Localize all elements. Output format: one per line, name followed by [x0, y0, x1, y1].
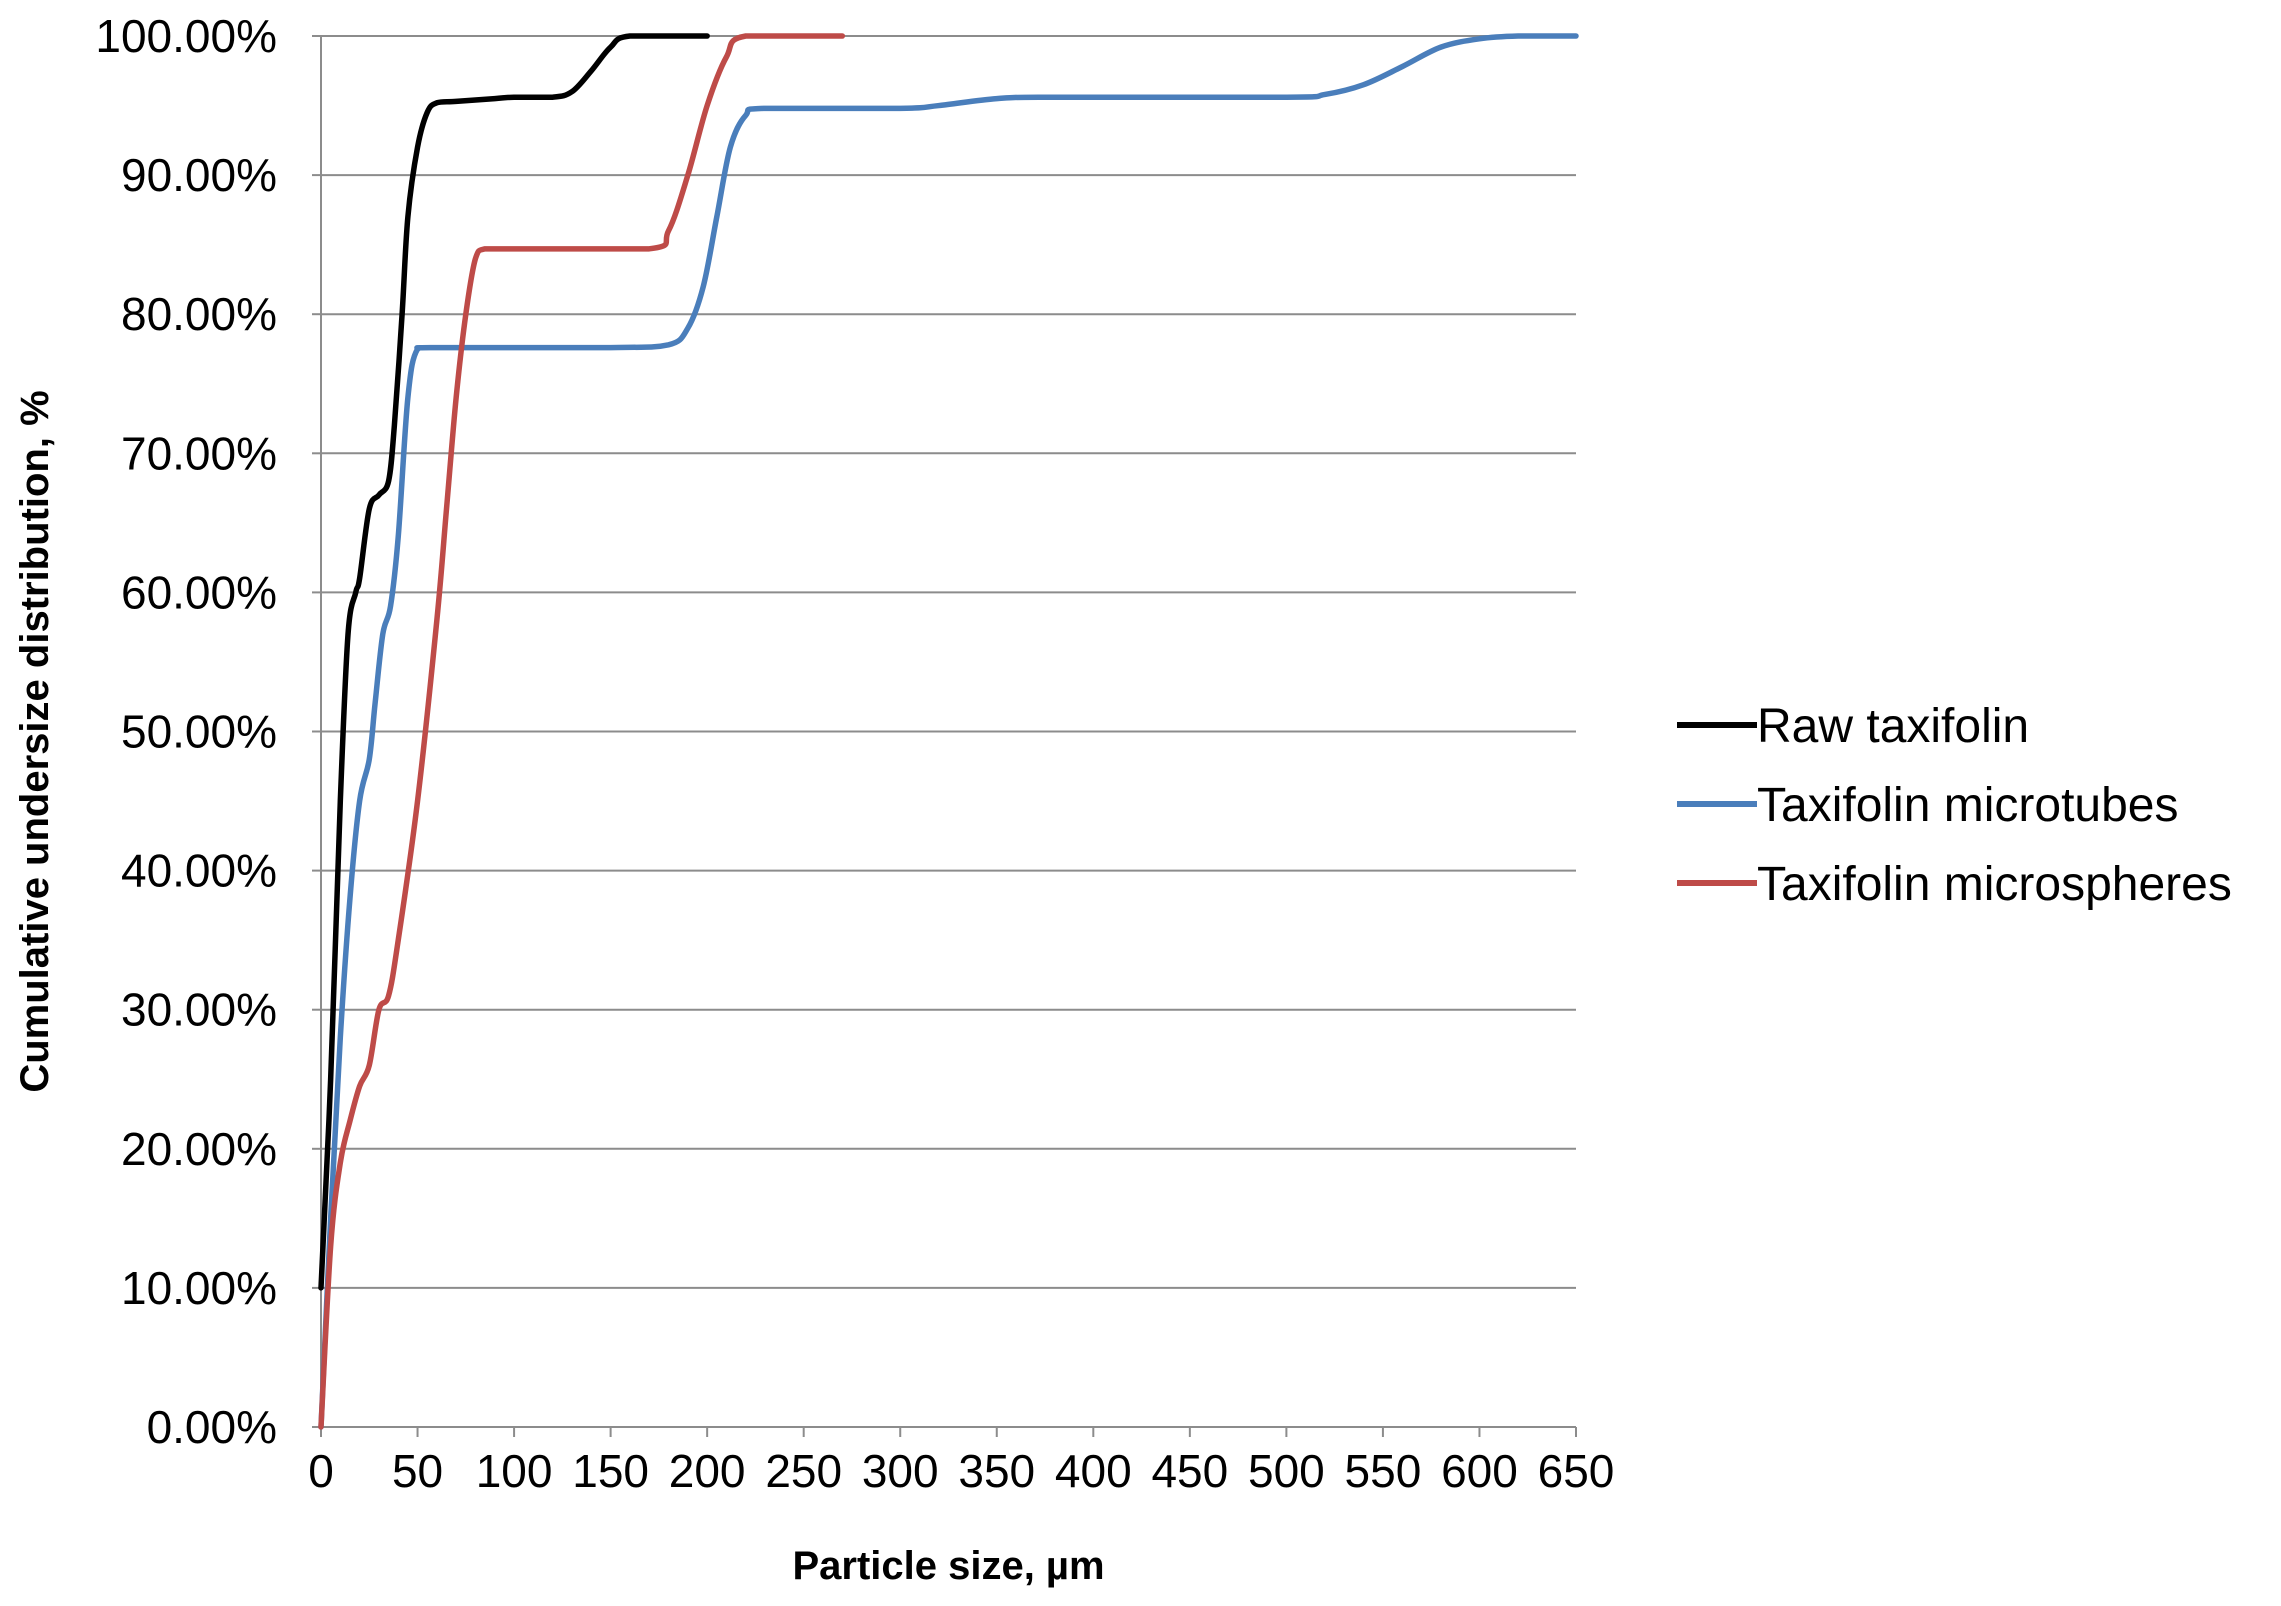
y-tick-label: 0.00%	[147, 1401, 277, 1453]
axes	[312, 35, 1577, 1437]
x-tick-label: 450	[1151, 1445, 1228, 1497]
legend-label: Taxifolin microspheres	[1757, 858, 2232, 911]
x-tick-label: 150	[572, 1445, 649, 1497]
y-tick-label: 100.00%	[95, 10, 277, 62]
legend-label: Raw taxifolin	[1757, 700, 2029, 753]
x-tick-label: 400	[1055, 1445, 1132, 1497]
series-line-taxifolin-microtubes	[318, 33, 1579, 1430]
x-tick-label: 350	[958, 1445, 1035, 1497]
x-tick-label: 0	[308, 1445, 334, 1497]
gridlines	[321, 35, 1576, 1289]
y-tick-label: 80.00%	[121, 288, 277, 340]
y-tick-label: 40.00%	[121, 845, 277, 897]
y-tick-label: 50.00%	[121, 706, 277, 758]
x-tick-label: 300	[862, 1445, 939, 1497]
legend: Raw taxifolin Taxifolin microtubes Taxifol…	[1677, 700, 2232, 911]
y-axis-title: Cumulative undersize distribution, %	[13, 390, 57, 1092]
x-tick-label: 250	[765, 1445, 842, 1497]
x-tick-label: 200	[669, 1445, 746, 1497]
y-tick-label: 10.00%	[121, 1262, 277, 1314]
x-tick-label: 50	[392, 1445, 443, 1497]
y-tick-label: 60.00%	[121, 566, 277, 618]
series-lines	[318, 33, 1579, 1430]
x-tick-label: 100	[476, 1445, 553, 1497]
series-line-taxifolin-microspheres	[318, 33, 846, 1430]
y-tick-label: 30.00%	[121, 984, 277, 1036]
x-tick-label: 650	[1538, 1445, 1615, 1497]
x-tick-label: 500	[1248, 1445, 1325, 1497]
y-tick-label: 90.00%	[121, 149, 277, 201]
x-axis-title: Particle size, µm	[792, 1544, 1104, 1588]
x-tick-label: 600	[1441, 1445, 1518, 1497]
y-tick-label: 20.00%	[121, 1123, 277, 1175]
x-tick-label: 550	[1345, 1445, 1422, 1497]
legend-label: Taxifolin microtubes	[1757, 779, 2179, 832]
tick-labels: 0.00% 10.00% 20.00% 30.00% 40.00% 50.00% 60.00…	[95, 10, 1614, 1497]
series-line-raw-taxifolin	[318, 33, 710, 1291]
y-tick-label: 70.00%	[121, 427, 277, 479]
